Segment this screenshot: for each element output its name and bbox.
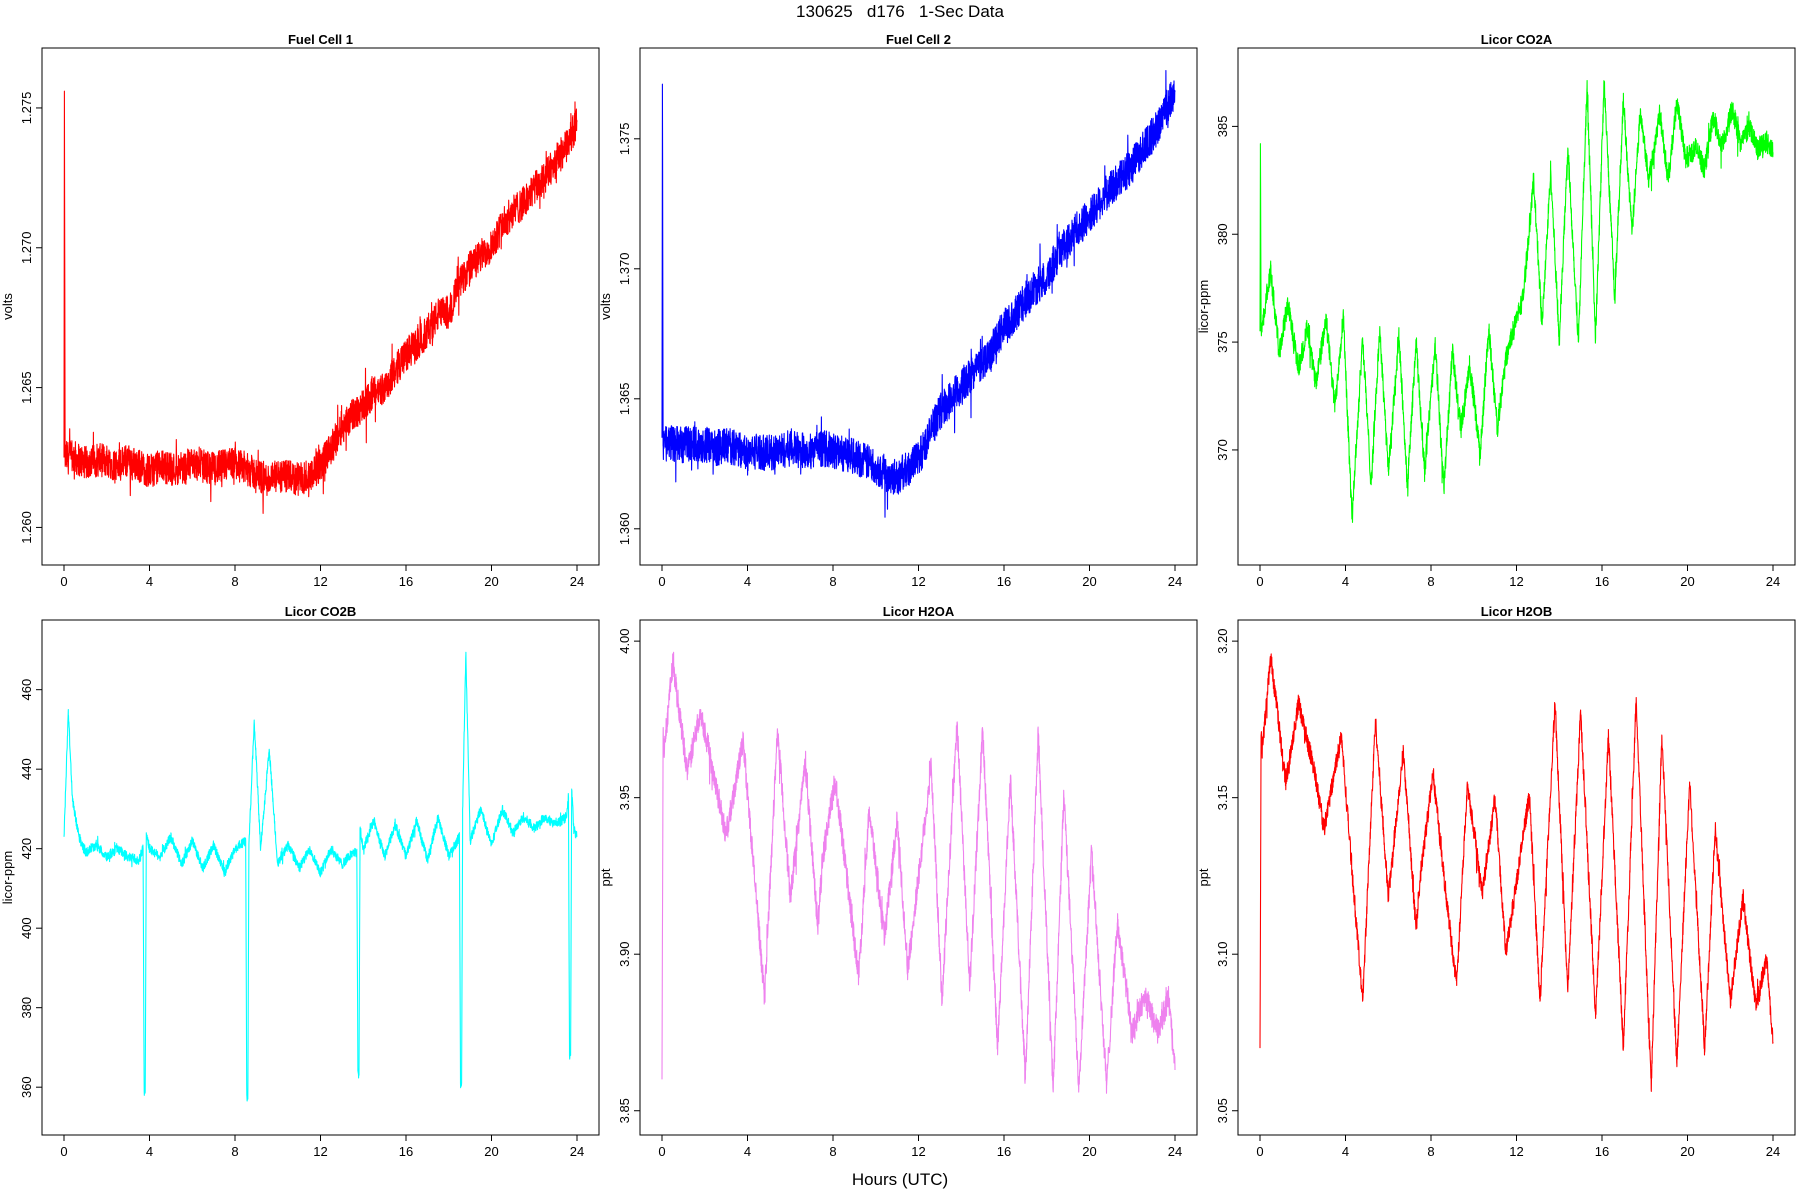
- y-tick-label: 1.360: [617, 513, 632, 546]
- chart-panel-5: Licor H2OA ppt 0 4 8 12 16 20 24 3.85 3.90 3.95 4.00: [598, 604, 1198, 1159]
- plot-frame: [41, 47, 600, 566]
- y-tick-label: 370: [1215, 439, 1230, 461]
- x-tick-label: 16: [997, 1144, 1011, 1159]
- y-axis-label: licor-ppm: [1196, 280, 1211, 333]
- x-tick-label: 24: [1766, 1144, 1780, 1159]
- y-tick-label: 1.365: [617, 383, 632, 416]
- x-tick-label: 24: [1168, 574, 1182, 589]
- plot-frame: [639, 47, 1198, 566]
- x-tick-label: 12: [1509, 574, 1523, 589]
- x-tick-label: 8: [829, 1144, 836, 1159]
- x-tick-label: 0: [658, 574, 665, 589]
- x-tick-label: 8: [1427, 1144, 1434, 1159]
- y-axis-label: ppt: [1196, 868, 1211, 886]
- series-line: [63, 90, 578, 514]
- y-tick-label: 4.00: [617, 628, 632, 653]
- y-axis-label: volts: [0, 293, 15, 320]
- y-tick-label: 380: [1215, 223, 1230, 245]
- y-axis-label: volts: [598, 293, 613, 320]
- x-tick-label: 4: [1342, 574, 1349, 589]
- x-tick-label: 16: [1595, 574, 1609, 589]
- y-axis-label: ppt: [598, 868, 613, 886]
- x-tick-label: 12: [313, 1144, 327, 1159]
- y-tick-label: 3.15: [1215, 785, 1230, 810]
- chart-panel-2: Fuel Cell 2 volts 0 4 8 12 16 20 24 1.360 1.365 1.3…: [598, 32, 1198, 589]
- x-tick-label: 0: [1256, 1144, 1263, 1159]
- y-tick-label: 1.260: [19, 511, 34, 544]
- x-tick-label: 20: [484, 574, 498, 589]
- panel-title: Fuel Cell 2: [886, 32, 951, 47]
- y-tick-label: 3.85: [617, 1098, 632, 1123]
- x-tick-label: 16: [997, 574, 1011, 589]
- x-tick-label: 24: [1766, 574, 1780, 589]
- x-tick-label: 16: [399, 1144, 413, 1159]
- x-tick-label: 8: [231, 1144, 238, 1159]
- x-tick-label: 20: [1082, 1144, 1096, 1159]
- y-tick-label: 1.265: [19, 371, 34, 404]
- y-tick-label: 375: [1215, 331, 1230, 353]
- series-line: [63, 651, 578, 1102]
- y-tick-label: 1.375: [617, 123, 632, 156]
- x-tick-label: 0: [60, 1144, 67, 1159]
- x-tick-label: 12: [911, 1144, 925, 1159]
- y-tick-label: 3.05: [1215, 1098, 1230, 1123]
- x-tick-label: 24: [1168, 1144, 1182, 1159]
- panel-title: Licor CO2A: [1481, 32, 1553, 47]
- x-tick-label: 8: [1427, 574, 1434, 589]
- x-tick-label: 12: [911, 574, 925, 589]
- x-tick-label: 8: [231, 574, 238, 589]
- series-line: [1259, 653, 1774, 1092]
- y-tick-label: 400: [19, 917, 34, 939]
- x-tick-label: 8: [829, 574, 836, 589]
- plot-frame: [41, 619, 600, 1136]
- series-line: [661, 70, 1176, 518]
- panel-title: Licor H2OB: [1481, 604, 1553, 619]
- x-tick-label: 24: [570, 574, 584, 589]
- x-tick-label: 0: [1256, 574, 1263, 589]
- y-tick-label: 3.20: [1215, 628, 1230, 653]
- y-tick-label: 3.10: [1215, 942, 1230, 967]
- x-axis-title: Hours (UTC): [851, 1170, 949, 1189]
- chart-panel-6: Licor H2OB ppt 0 4 8 12 16 20 24 3.05 3.10 3.15 3.20: [1196, 604, 1796, 1159]
- chart-panel-4: Licor CO2B licor-ppm 0 4 8 12 16 20 24 360 380 400 4…: [0, 604, 600, 1159]
- y-tick-label: 360: [19, 1076, 34, 1098]
- y-tick-label: 380: [19, 997, 34, 1019]
- chart-panel-1: Fuel Cell 1 volts 0 4 8 12 16 20 24 1.260 1.265 1.2…: [0, 32, 600, 589]
- x-tick-label: 20: [484, 1144, 498, 1159]
- y-axis-label: licor-ppm: [0, 851, 15, 904]
- panel-title: Licor H2OA: [883, 604, 955, 619]
- y-tick-label: 1.370: [617, 253, 632, 286]
- x-tick-label: 4: [146, 1144, 153, 1159]
- x-tick-label: 0: [658, 1144, 665, 1159]
- x-tick-label: 4: [146, 574, 153, 589]
- x-tick-label: 20: [1680, 574, 1694, 589]
- y-tick-label: 440: [19, 758, 34, 780]
- x-tick-label: 16: [399, 574, 413, 589]
- y-tick-label: 385: [1215, 116, 1230, 138]
- series-line: [661, 651, 1176, 1094]
- x-tick-label: 4: [1342, 1144, 1349, 1159]
- x-tick-label: 4: [744, 574, 751, 589]
- x-tick-label: 12: [313, 574, 327, 589]
- y-tick-label: 1.270: [19, 231, 34, 264]
- figure-title: 130625 d176 1-Sec Data: [796, 2, 1004, 21]
- x-tick-label: 20: [1680, 1144, 1694, 1159]
- y-tick-label: 420: [19, 838, 34, 860]
- series-line: [1259, 80, 1774, 523]
- y-tick-label: 460: [19, 679, 34, 701]
- panel-title: Licor CO2B: [285, 604, 357, 619]
- x-tick-label: 12: [1509, 1144, 1523, 1159]
- y-tick-label: 3.95: [617, 785, 632, 810]
- x-tick-label: 16: [1595, 1144, 1609, 1159]
- x-tick-label: 4: [744, 1144, 751, 1159]
- y-tick-label: 1.275: [19, 92, 34, 125]
- x-tick-label: 0: [60, 574, 67, 589]
- y-tick-label: 3.90: [617, 942, 632, 967]
- chart-panel-3: Licor CO2A licor-ppm 0 4 8 12 16 20 24 370 375 380 3…: [1196, 32, 1796, 589]
- x-tick-label: 24: [570, 1144, 584, 1159]
- x-tick-label: 20: [1082, 574, 1096, 589]
- panel-title: Fuel Cell 1: [288, 32, 353, 47]
